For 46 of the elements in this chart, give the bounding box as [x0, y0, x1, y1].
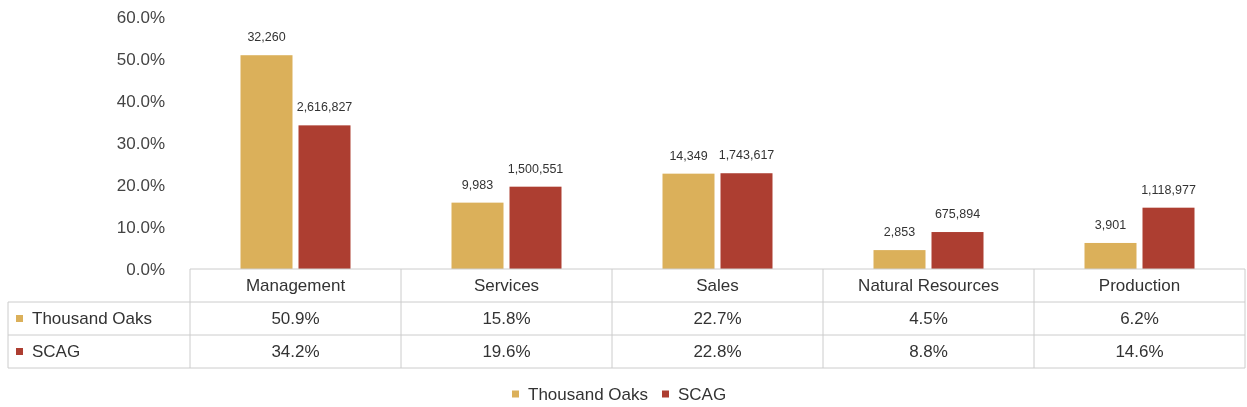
annotation: 1,500,551 [507, 161, 564, 176]
bar [451, 202, 504, 269]
annotation: 675,894 [934, 207, 981, 222]
bar [662, 173, 715, 269]
data-label: 6.2% [1120, 309, 1159, 329]
y-tick-label: 40.0% [116, 91, 165, 111]
y-tick-label: 60.0% [116, 7, 165, 27]
y-tick-label: 10.0% [116, 217, 165, 237]
y-tick-label: 0.0% [126, 259, 165, 279]
annotation: 14,349 [669, 148, 708, 163]
text: SCAG [32, 342, 81, 362]
bar [1084, 242, 1137, 269]
data-label: 8.8% [909, 342, 948, 362]
data-label: 4.5% [909, 309, 948, 329]
legend-label: Thousand Oaks [32, 309, 153, 329]
x-tick-label: Natural Resources [858, 275, 999, 295]
data-label: 19.6% [482, 342, 531, 362]
data-label: 14.6% [1115, 342, 1164, 362]
x-tick-label: Production [1098, 275, 1181, 295]
data-label: 22.8% [693, 342, 742, 362]
annotation: 3,901 [1094, 217, 1127, 232]
bar [1142, 207, 1195, 269]
bar [509, 186, 562, 269]
data-label: 22.7% [693, 309, 742, 329]
y-tick-label: 50.0% [116, 49, 165, 69]
annotation: 1,743,617 [718, 148, 775, 163]
annotation: 9,983 [461, 177, 494, 192]
bar [240, 55, 293, 269]
data-label: 34.2% [271, 342, 320, 362]
y-tick-label: 30.0% [116, 133, 165, 153]
annotation: 32,260 [247, 30, 286, 45]
annotation: 2,616,827 [296, 100, 353, 115]
annotation: 2,853 [883, 225, 916, 240]
data-label: 50.9% [271, 309, 320, 329]
text: Thousand Oaks [528, 384, 649, 404]
bar [873, 250, 926, 269]
data-label: 15.8% [482, 309, 531, 329]
bar [720, 173, 773, 269]
y-tick-label: 20.0% [116, 175, 165, 195]
legend-label: SCAG [678, 384, 727, 404]
bar [931, 232, 984, 269]
x-tick-label: Management [245, 275, 346, 295]
x-tick-label: Sales [696, 275, 739, 295]
bar [298, 125, 351, 269]
annotation: 1,118,977 [1141, 182, 1196, 197]
x-tick-label: Services [473, 275, 540, 295]
